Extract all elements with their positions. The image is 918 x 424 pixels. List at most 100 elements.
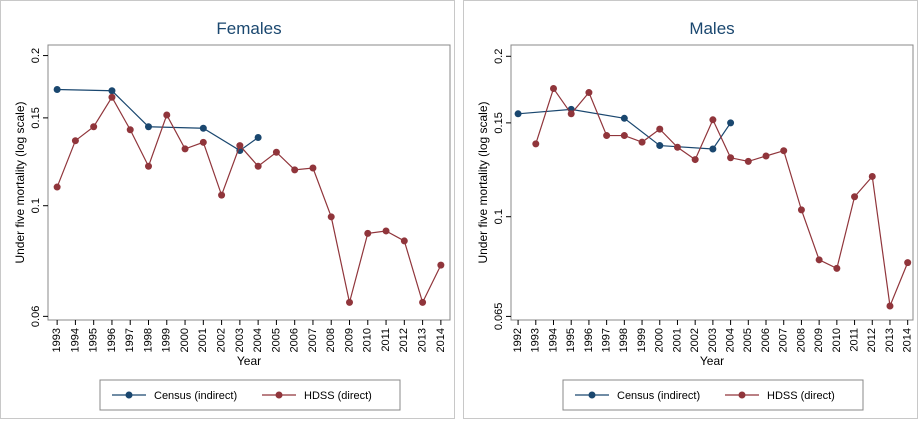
x-tick-label: 2004 [725,328,737,352]
data-point [346,298,353,306]
x-tick-label: 2010 [362,328,374,352]
data-point [886,302,894,310]
data-point [145,162,152,170]
data-point [309,164,317,172]
data-point [833,264,841,272]
legend-box [99,379,401,411]
data-point [254,162,262,170]
x-tick-label: 2008 [325,328,337,352]
data-point [272,148,280,156]
x-tick-label: 1997 [124,328,136,352]
x-tick-label: 2005 [742,328,754,352]
data-point [254,134,262,142]
data-point [691,156,699,164]
y-tick-label: 0.15 [493,112,505,133]
x-tick-label: 1993 [51,328,63,352]
x-tick-label: 1999 [161,328,173,352]
data-point [656,142,664,150]
data-point [199,138,207,146]
legend-marker [738,391,746,399]
data-point [382,227,390,235]
y-tick-label: 0.2 [30,48,42,63]
data-point [567,110,575,118]
data-point [603,132,611,140]
x-axis-label: Year [700,354,724,368]
x-tick-label: 1995 [88,328,100,352]
x-tick-label: 2014 [902,328,914,352]
x-tick-label: 2012 [866,328,878,352]
data-point [620,132,628,140]
x-axis-label: Year [237,354,261,368]
x-tick-label: 1999 [636,328,648,352]
series-line [56,96,442,305]
x-tick-label: 2003 [234,328,246,352]
data-point [199,124,207,132]
data-point [620,114,628,122]
data-point [744,157,752,165]
y-tick-label: 0.06 [30,306,42,327]
x-tick-label: 1995 [565,328,577,352]
legend-marker [588,391,596,399]
data-point [727,154,735,162]
x-tick-label: 2006 [760,328,772,352]
x-tick-label: 2009 [343,328,355,352]
x-tick-label: 1997 [601,328,613,352]
panel: Males 0.065 0.1 0.15 0.2 1992 1993 1994 1995 1996… [463,0,918,419]
x-tick-label: 2008 [795,328,807,352]
x-tick-label: 1998 [142,328,154,352]
x-tick-label: 2011 [380,328,392,352]
data-point [797,206,805,214]
data-point [126,126,134,134]
legend-marker [125,391,133,399]
legend-label: HDSS (direct) [304,390,372,402]
data-point [709,116,717,124]
legend-marker [275,391,283,399]
x-tick-label: 2002 [215,328,227,352]
data-point [638,138,646,146]
x-tick-label: 1996 [583,328,595,352]
data-point [163,111,171,119]
y-axis-label: Under five mortality (log scale) [476,101,490,263]
plot-area [47,44,451,321]
chart-title: Males [689,19,734,38]
chart-title: Females [216,19,281,38]
x-tick-label: 2014 [435,328,447,352]
data-point [364,229,372,237]
data-point [90,123,98,131]
x-tick-label: 2011 [848,328,860,352]
data-point [145,123,152,131]
data-point [419,298,427,306]
data-point [780,147,788,155]
x-tick-label: 2010 [831,328,843,352]
data-point [327,213,335,221]
data-point [514,110,522,118]
legend-box [562,379,864,411]
x-tick-label: 2006 [289,328,301,352]
x-tick-label: 2000 [654,328,666,352]
data-point [218,191,226,199]
legend-label: Census (indirect) [154,390,237,402]
x-tick-label: 2007 [778,328,790,352]
y-tick-label: 0.15 [30,107,42,128]
x-tick-label: 2002 [689,328,701,352]
legend-label: HDSS (direct) [767,390,835,402]
data-point [53,86,61,94]
x-tick-label: 1996 [106,328,118,352]
data-point [71,137,79,145]
x-tick-label: 1993 [530,328,542,352]
data-point [815,256,823,264]
data-point [108,93,116,101]
data-point [108,87,116,95]
data-point [236,142,244,150]
series-line [518,108,732,150]
y-tick-label: 0.2 [493,49,505,64]
plot-area [510,44,914,321]
x-tick-label: 1998 [618,328,630,352]
data-point [851,193,859,201]
data-point [437,261,445,269]
data-point [868,172,876,180]
y-tick-label: 0.065 [493,303,505,331]
x-tick-label: 2005 [270,328,282,352]
x-tick-label: 2001 [671,328,683,352]
